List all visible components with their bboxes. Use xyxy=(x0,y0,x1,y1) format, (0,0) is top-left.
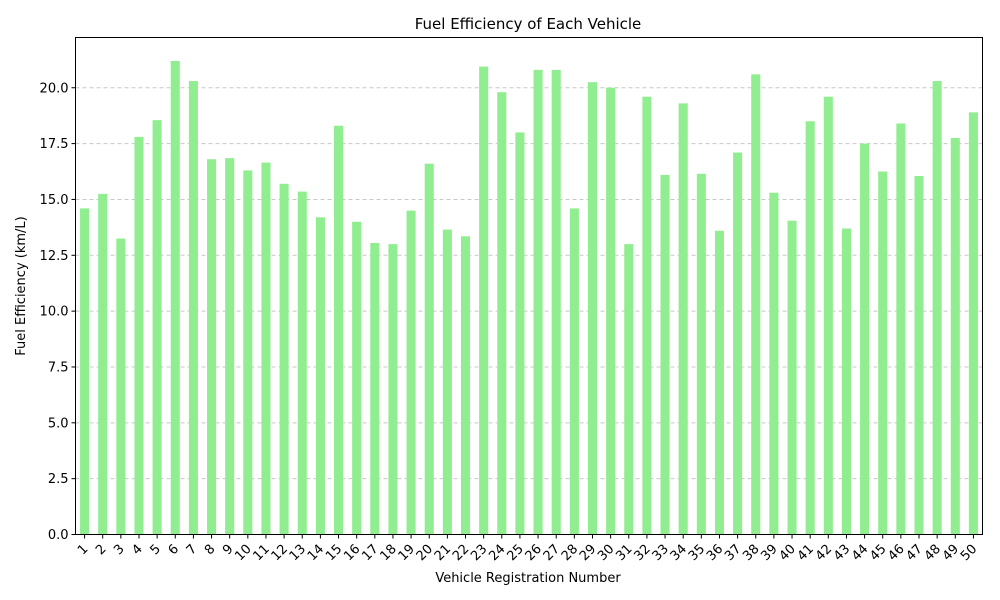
y-tick-label: 0.0 xyxy=(48,528,69,543)
y-tick-label: 20.0 xyxy=(40,81,69,96)
bar xyxy=(624,244,634,535)
bar xyxy=(896,123,906,535)
plot-frame xyxy=(75,37,983,535)
bar xyxy=(950,138,960,535)
bar xyxy=(878,171,888,535)
bar xyxy=(188,81,198,535)
bar xyxy=(823,96,833,535)
bar xyxy=(352,221,362,535)
bars xyxy=(80,60,978,535)
bar xyxy=(297,191,307,535)
bar xyxy=(460,236,471,535)
y-tick-label: 15.0 xyxy=(40,193,69,208)
bar xyxy=(733,152,743,535)
bar xyxy=(515,132,525,535)
y-tick-label: 12.5 xyxy=(40,249,69,264)
bar xyxy=(805,121,815,535)
x-axis-label: Vehicle Registration Number xyxy=(435,571,621,586)
y-tick-label: 7.5 xyxy=(48,360,69,375)
y-tick-label: 10.0 xyxy=(40,305,69,320)
bar xyxy=(587,82,598,535)
bar xyxy=(207,159,217,535)
bar xyxy=(660,174,670,535)
y-axis-label: Fuel Efficiency (km/L) xyxy=(14,216,29,355)
bar xyxy=(80,208,90,535)
bar xyxy=(424,163,434,535)
bar xyxy=(243,170,253,535)
bar xyxy=(442,229,452,535)
bar xyxy=(315,217,325,535)
bar xyxy=(914,175,924,535)
bar xyxy=(696,173,706,535)
bar xyxy=(497,92,507,535)
bar xyxy=(769,192,779,535)
bar xyxy=(932,81,942,535)
bar xyxy=(678,103,688,535)
bar xyxy=(134,136,144,535)
bar xyxy=(388,244,398,535)
bar xyxy=(860,143,870,535)
bar xyxy=(333,125,344,535)
bar xyxy=(642,96,652,535)
bar xyxy=(551,69,561,535)
bar xyxy=(606,87,616,535)
bar xyxy=(98,193,108,535)
bar xyxy=(968,112,978,535)
bar xyxy=(479,66,489,535)
bar xyxy=(261,162,271,535)
bar xyxy=(406,210,416,535)
bar xyxy=(751,74,761,535)
chart-title: Fuel Efficiency of Each Vehicle xyxy=(415,15,642,33)
bar xyxy=(569,208,579,535)
bar xyxy=(714,230,725,535)
y-axis: 0.0 2.5 5.0 7.5 10.0 12.5 15.0 17.5 20.0 xyxy=(40,81,76,543)
bar xyxy=(225,158,235,535)
bar xyxy=(116,238,126,535)
bar xyxy=(841,228,851,535)
y-tick-label: 5.0 xyxy=(48,416,69,431)
bar xyxy=(787,220,797,535)
y-tick-label: 17.5 xyxy=(40,137,69,152)
bar xyxy=(533,69,543,535)
bar xyxy=(170,60,180,535)
bar xyxy=(152,120,162,535)
bar xyxy=(370,243,380,535)
bar xyxy=(279,183,289,535)
y-tick-label: 2.5 xyxy=(48,472,69,487)
